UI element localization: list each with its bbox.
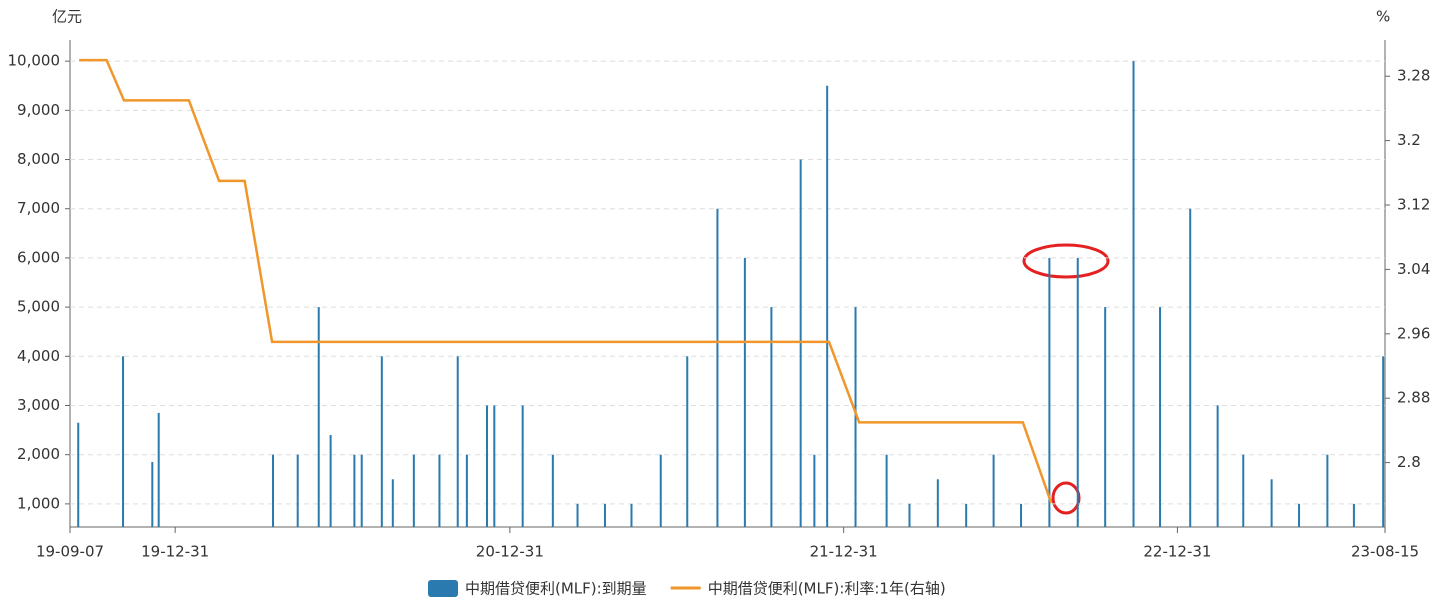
bar — [799, 159, 802, 527]
bar — [1132, 61, 1135, 527]
bar — [885, 454, 888, 527]
bar — [465, 454, 468, 527]
bar — [1242, 454, 1245, 527]
y-tick-label: 7,000 — [17, 199, 60, 217]
legend-label: 中期借贷便利(MLF):到期量 — [465, 580, 647, 598]
bar — [936, 479, 939, 527]
y2-tick-label: 3.12 — [1397, 196, 1430, 214]
bar — [412, 454, 415, 527]
bar — [716, 208, 719, 528]
bar — [272, 454, 275, 527]
bar — [630, 503, 633, 527]
bar — [770, 307, 773, 527]
bar — [854, 307, 857, 527]
highlight-ellipse — [1022, 243, 1110, 279]
bar — [576, 503, 579, 527]
bar — [77, 422, 80, 527]
bar — [603, 503, 606, 527]
legend-label: 中期借贷便利(MLF):利率:1年(右轴) — [708, 580, 946, 598]
bar — [493, 405, 496, 527]
bar — [551, 454, 554, 527]
bar — [438, 454, 441, 527]
bar — [1298, 503, 1301, 527]
bar — [157, 412, 160, 527]
bar — [380, 356, 383, 527]
bar — [1270, 479, 1273, 527]
x-tick-label: 20-12-31 — [476, 543, 544, 561]
y2-tick-label: 2.96 — [1397, 324, 1430, 342]
x-tick-label: 19-09-07 — [36, 543, 104, 561]
rate-line — [79, 58, 1053, 504]
bar — [1352, 503, 1355, 527]
y-tick-label: 10,000 — [8, 52, 61, 70]
bar — [743, 257, 746, 527]
bar — [965, 503, 968, 527]
y2-tick-label: 2.88 — [1397, 389, 1430, 407]
y2-tick-label: 3.04 — [1397, 260, 1430, 278]
bar — [151, 462, 154, 527]
legend-swatch — [428, 580, 458, 597]
bar — [1189, 208, 1192, 528]
y2-tick-label: 2.8 — [1397, 453, 1421, 471]
bar — [1216, 405, 1219, 527]
bar — [1020, 503, 1023, 527]
bar — [485, 405, 488, 527]
bar — [1076, 257, 1079, 527]
bar — [360, 454, 363, 527]
bar — [391, 479, 394, 527]
bar — [686, 356, 689, 527]
y2-unit: % — [1376, 8, 1390, 26]
bar — [122, 356, 125, 527]
bar — [826, 85, 829, 528]
bar — [659, 454, 662, 527]
bar — [908, 503, 911, 527]
y-tick-label: 8,000 — [17, 150, 60, 168]
y-tick-label: 1,000 — [17, 494, 60, 512]
bar — [456, 356, 459, 527]
y2-tick-label: 3.28 — [1397, 67, 1430, 85]
bar — [1048, 257, 1051, 527]
y-tick-label: 3,000 — [17, 396, 60, 414]
bar — [1326, 454, 1329, 527]
y-tick-label: 9,000 — [17, 101, 60, 119]
bar — [296, 454, 299, 527]
bar — [329, 435, 332, 527]
x-tick-label: 22-12-31 — [1143, 543, 1211, 561]
y-tick-label: 6,000 — [17, 248, 60, 266]
bar — [1159, 307, 1162, 527]
bar — [1382, 356, 1385, 527]
bar — [317, 307, 320, 527]
y-tick-label: 2,000 — [17, 445, 60, 463]
bar — [353, 454, 356, 527]
x-tick-label: 23-08-15 — [1351, 543, 1419, 561]
x-tick-label: 21-12-31 — [810, 543, 878, 561]
highlight-ellipse — [1051, 481, 1081, 515]
bar — [1104, 307, 1107, 527]
bar — [992, 454, 995, 527]
y2-tick-label: 3.2 — [1397, 131, 1421, 149]
y-tick-label: 4,000 — [17, 347, 60, 365]
bar — [521, 405, 524, 527]
y-unit: 亿元 — [52, 8, 82, 26]
bar — [813, 454, 816, 527]
x-tick-label: 19-12-31 — [141, 543, 209, 561]
y-tick-label: 5,000 — [17, 298, 60, 316]
